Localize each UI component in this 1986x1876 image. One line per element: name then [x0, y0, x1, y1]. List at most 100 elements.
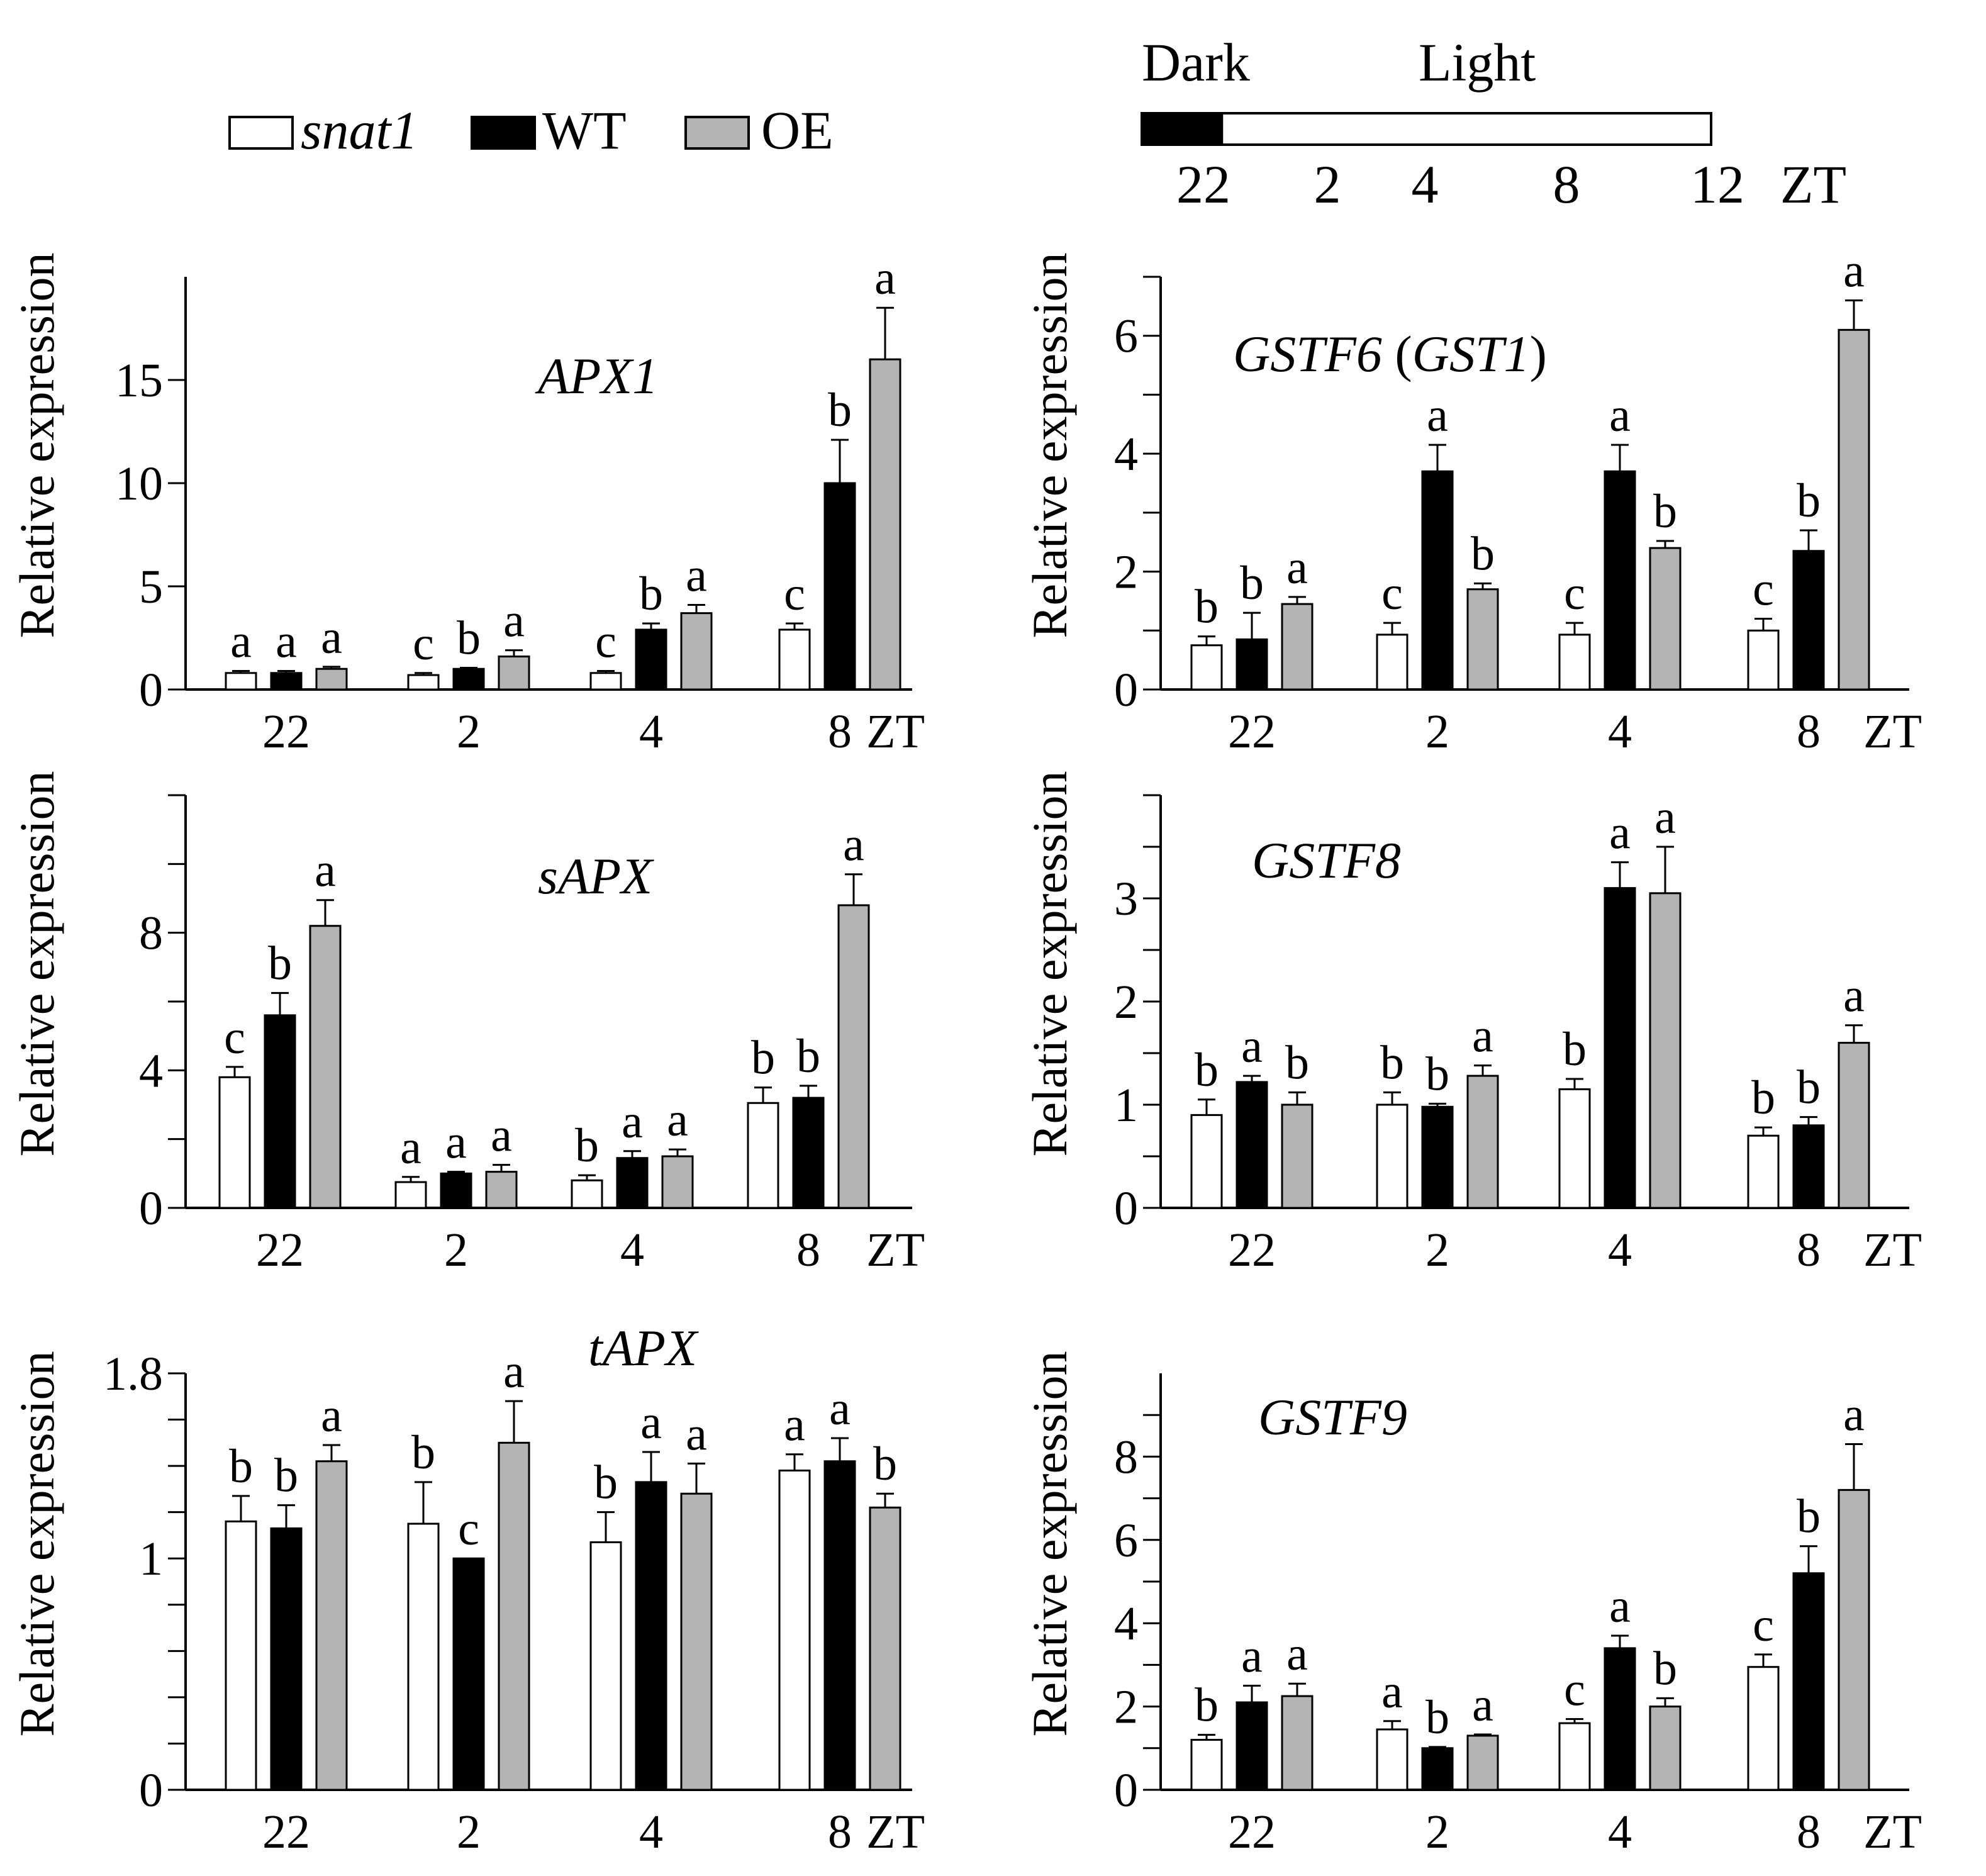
- y-tick-label: 6: [1114, 1514, 1138, 1567]
- bar-wt-zt2: [440, 1172, 472, 1209]
- gene-title: GSTF9: [1258, 1388, 1407, 1446]
- significance-letter: a: [667, 1093, 688, 1146]
- bar-wt-zt2: [1421, 1105, 1454, 1209]
- significance-letter: a: [640, 1396, 662, 1449]
- x-tick-label: 8: [1797, 705, 1821, 758]
- y-tick-label: 2: [1114, 976, 1138, 1029]
- bar-oe-zt2: [1466, 1075, 1499, 1209]
- significance-letter: c: [1564, 1663, 1585, 1716]
- x-tick-label: 8: [1797, 1224, 1821, 1276]
- x-tick-label: 2: [444, 1224, 468, 1276]
- significance-letter: b: [1797, 474, 1821, 527]
- x-tick-label: 4: [639, 1806, 663, 1858]
- y-tick-label: 0: [1114, 1182, 1138, 1235]
- legend-swatch-oe: [684, 116, 750, 150]
- significance-letter: a: [1241, 1630, 1263, 1683]
- gene-title-part: (: [1382, 325, 1412, 382]
- bar-oe-zt8: [837, 904, 870, 1209]
- significance-letter: c: [413, 617, 434, 670]
- bar-snat1-zt8: [1747, 1666, 1780, 1791]
- significance-letter: a: [503, 1345, 525, 1398]
- y-tick-label: 0: [139, 1764, 163, 1817]
- gene-title-part: sAPX: [538, 847, 654, 905]
- light-period-bar: [1141, 112, 1712, 146]
- bar-wt-zt4: [1604, 470, 1636, 691]
- bar-oe-zt8: [1838, 1042, 1870, 1209]
- bar-wt-zt8: [1792, 550, 1825, 691]
- x-axis-label: ZT: [866, 1224, 925, 1276]
- bar-oe-zt22: [315, 1460, 348, 1791]
- y-tick-label: 0: [1114, 664, 1138, 717]
- y-tick-label: 2: [1114, 1681, 1138, 1734]
- photoperiod-tick-22: 22: [1176, 154, 1230, 215]
- bar-snat1-zt8: [1747, 629, 1780, 691]
- significance-letter: a: [321, 1389, 342, 1442]
- bar-oe-zt8: [869, 1506, 901, 1791]
- bar-wt-zt4: [635, 1481, 667, 1791]
- significance-letter: a: [1241, 1020, 1263, 1073]
- x-axis-label: ZT: [1863, 1224, 1922, 1276]
- significance-letter: a: [686, 549, 707, 602]
- significance-letter: a: [276, 615, 297, 667]
- x-tick-label: 22: [262, 705, 310, 758]
- significance-letter: b: [1380, 1036, 1404, 1089]
- x-tick-label: 2: [457, 705, 481, 758]
- x-tick-label: 22: [1228, 1806, 1276, 1858]
- x-axis-label: ZT: [1863, 1806, 1922, 1858]
- photoperiod-unit: ZT: [1780, 154, 1846, 215]
- significance-letter: a: [230, 615, 252, 667]
- bar-wt-zt22: [270, 672, 303, 691]
- gene-title: GSTF6 (GST1): [1233, 325, 1547, 382]
- significance-letter: b: [751, 1032, 775, 1085]
- y-tick-label: 3: [1114, 873, 1138, 925]
- x-tick-label: 8: [828, 705, 852, 758]
- significance-letter: a: [1843, 1388, 1865, 1441]
- significance-letter: a: [503, 595, 525, 647]
- x-tick-label: 22: [1228, 705, 1276, 758]
- bar-wt-zt22: [264, 1014, 296, 1209]
- significance-letter: a: [784, 1399, 805, 1451]
- legend-swatch-wt: [471, 116, 536, 150]
- bar-wt-zt2: [452, 1557, 485, 1791]
- x-tick-label: 4: [1608, 705, 1632, 758]
- significance-letter: a: [315, 844, 336, 897]
- significance-letter: b: [1425, 1047, 1449, 1100]
- y-tick-label: 5: [139, 561, 163, 613]
- bar-wt-zt8: [1792, 1572, 1825, 1791]
- x-tick-label: 8: [1797, 1806, 1821, 1858]
- legend-label-snat1: snat1: [301, 100, 418, 160]
- significance-letter: b: [1751, 1071, 1775, 1124]
- y-axis-label: Relative expression: [1022, 771, 1077, 1157]
- y-tick-label: 10: [115, 457, 163, 510]
- significance-letter: c: [1564, 567, 1585, 620]
- significance-letter: b: [639, 567, 663, 620]
- significance-letter: b: [1471, 527, 1495, 580]
- legend-swatch-snat1: [228, 116, 294, 150]
- bar-snat1-zt8: [778, 628, 811, 691]
- x-tick-label: 4: [639, 705, 663, 758]
- bar-wt-zt8: [792, 1097, 825, 1209]
- light-label: Light: [1419, 32, 1536, 92]
- significance-letter: b: [1797, 1490, 1821, 1543]
- gene-title: GSTF8: [1252, 832, 1401, 889]
- bar-wt-zt4: [1604, 887, 1636, 1209]
- bar-snat1-zt2: [407, 1522, 440, 1791]
- gene-title: APX1: [535, 347, 658, 405]
- bar-oe-zt4: [680, 612, 713, 691]
- significance-letter: a: [1654, 791, 1676, 844]
- y-tick-label: 8: [1114, 1431, 1138, 1483]
- bar-oe-zt4: [1649, 547, 1682, 691]
- bar-wt-zt22: [1236, 1701, 1268, 1791]
- bar-snat1-zt22: [225, 672, 257, 691]
- x-tick-label: 4: [1608, 1224, 1632, 1276]
- significance-letter: b: [268, 937, 292, 990]
- significance-letter: c: [458, 1502, 479, 1555]
- x-axis-label: ZT: [866, 705, 925, 758]
- photoperiod-tick-8: 8: [1553, 154, 1580, 215]
- x-tick-label: 2: [1425, 1806, 1449, 1858]
- y-axis-label: Relative expression: [9, 771, 64, 1157]
